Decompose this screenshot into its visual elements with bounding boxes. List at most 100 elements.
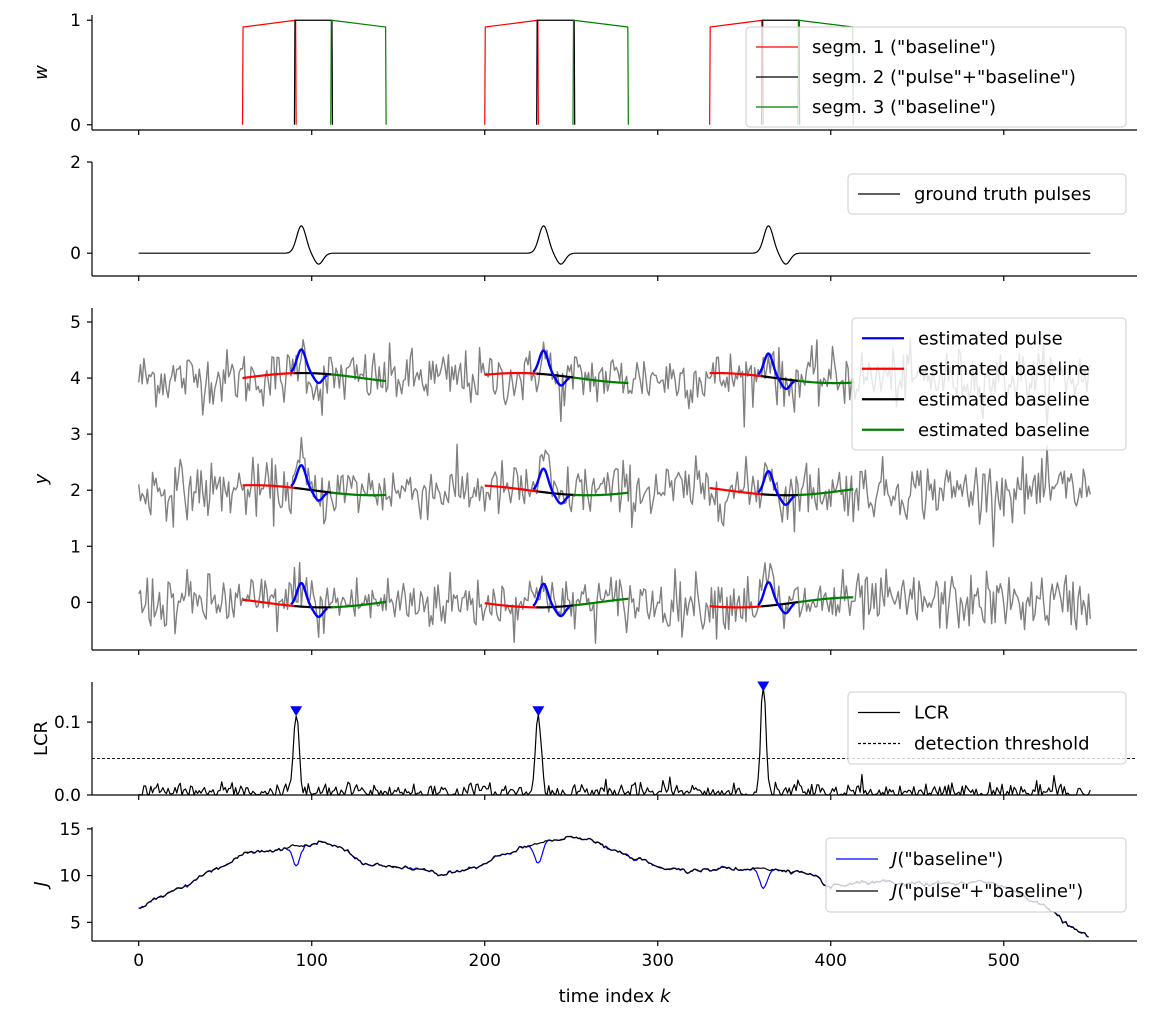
estimated-baseline-black xyxy=(294,604,333,609)
estimated-pulse xyxy=(757,352,795,391)
estimated-baseline-green xyxy=(330,373,387,383)
estimated-pulse xyxy=(290,581,328,619)
panel-cost: 5 10 15 0 100 200 300 400 500 J J("baseline") J("pu… xyxy=(31,820,1137,1007)
estimated-baseline-black xyxy=(536,490,575,497)
y-tick-label: 5 xyxy=(70,313,81,333)
legend: estimated pulse estimated baseline estimat… xyxy=(851,317,1127,451)
estimated-baseline-black xyxy=(761,600,800,608)
estimated-baseline-red xyxy=(709,371,764,378)
legend-label: segm. 2 ("pulse"+"baseline") xyxy=(812,67,1076,88)
panel-weights: 0 1 w segm. 1 ("baseline") segm. 2 ("pulse"+… xyxy=(31,11,1137,136)
legend: J("baseline") J("pulse"+"baseline") xyxy=(825,837,1127,913)
estimated-pulse xyxy=(532,582,571,618)
x-tick-label: 0 xyxy=(133,951,144,971)
legend: LCR detection threshold xyxy=(847,691,1127,765)
legend-label: estimated pulse xyxy=(918,328,1063,349)
estimated-baseline-red xyxy=(242,484,297,490)
estimated-baseline-black xyxy=(294,486,333,494)
observation-trace xyxy=(138,562,1091,644)
estimated-baseline-green xyxy=(572,597,629,607)
legend-frame xyxy=(851,317,1127,451)
legend-label: LCR xyxy=(914,703,949,724)
y-tick-label: 0 xyxy=(70,593,81,613)
estimated-baseline-red xyxy=(484,602,539,609)
observation-trace xyxy=(138,436,1091,548)
weight-window xyxy=(241,19,297,125)
y-tick-label: 10 xyxy=(59,867,81,887)
x-tick-label: 300 xyxy=(642,951,674,971)
y-tick-label: 0.0 xyxy=(54,786,81,806)
estimated-baseline-red xyxy=(242,598,297,608)
estimated-baseline-green xyxy=(797,379,854,385)
y-axis-label: J xyxy=(31,881,52,889)
y-tick-label: 5 xyxy=(70,913,81,933)
y-tick-label: 0 xyxy=(70,116,81,136)
y-axis-label: LCR xyxy=(31,721,52,756)
y-tick-label: 2 xyxy=(70,153,81,173)
y-tick-label: 2 xyxy=(70,481,81,501)
y-tick-label: 0 xyxy=(70,244,81,264)
ground-truth-line xyxy=(138,225,1091,265)
x-tick-label: 200 xyxy=(469,951,501,971)
weight-window xyxy=(484,19,539,125)
estimated-pulse xyxy=(532,467,571,505)
y-tick-label: 1 xyxy=(70,537,81,557)
estimated-baseline-red xyxy=(709,605,764,609)
y-axis-label: w xyxy=(31,65,52,80)
estimated-baseline-red xyxy=(242,372,297,380)
y-tick-label: 15 xyxy=(59,820,81,840)
legend-frame xyxy=(825,837,1127,913)
legend-label: segm. 1 ("baseline") xyxy=(812,37,996,58)
y-tick-label: 4 xyxy=(70,369,81,389)
y-tick-label: 0.1 xyxy=(54,713,81,733)
estimated-baseline-green xyxy=(797,488,854,497)
estimated-baseline-black xyxy=(761,375,800,383)
estimated-baseline-red xyxy=(484,371,539,376)
weight-window xyxy=(572,19,629,125)
estimated-baseline-black xyxy=(761,493,800,497)
estimated-baseline-green xyxy=(572,376,629,385)
x-tick-label: 400 xyxy=(815,951,847,971)
legend-label: estimated baseline xyxy=(918,359,1090,380)
estimated-pulse xyxy=(290,348,328,385)
x-tick-label: 500 xyxy=(988,951,1020,971)
weight-window xyxy=(536,19,576,125)
lcr-line xyxy=(138,686,1091,796)
estimated-baseline-black xyxy=(536,372,575,379)
panel-observations: 0 1 2 3 4 5 y estimated pulse estimated baseline… xyxy=(31,308,1137,655)
legend-frame xyxy=(847,173,1127,215)
legend-frame xyxy=(745,26,1127,128)
y-tick-label: 3 xyxy=(70,425,81,445)
estimated-baseline-green xyxy=(797,596,854,604)
legend-label: estimated baseline xyxy=(918,420,1090,441)
legend: ground truth pulses xyxy=(847,173,1127,215)
detection-marker xyxy=(290,706,303,717)
weight-window xyxy=(330,19,387,125)
estimated-pulse xyxy=(290,463,328,502)
estimated-baseline-black xyxy=(536,604,575,609)
y-tick-label: 1 xyxy=(70,11,81,31)
panel-ground-truth: 0 2 ground truth pulses xyxy=(70,153,1137,281)
detection-marker xyxy=(532,706,545,717)
legend-label: estimated baseline xyxy=(918,389,1090,410)
estimated-baseline-red xyxy=(484,484,539,493)
estimated-pulse xyxy=(532,349,571,387)
x-axis-label: time index k xyxy=(559,986,672,1007)
estimated-pulse xyxy=(757,580,796,615)
legend-label: ground truth pulses xyxy=(914,184,1091,205)
estimated-baseline-black xyxy=(294,371,333,376)
y-axis-label: y xyxy=(31,473,52,485)
legend-label: segm. 3 ("baseline") xyxy=(812,97,996,118)
weight-window xyxy=(293,19,334,125)
legend: segm. 1 ("baseline") segm. 2 ("pulse"+"ba… xyxy=(745,26,1127,128)
estimated-baseline-red xyxy=(709,486,764,496)
estimated-pulse xyxy=(757,469,796,506)
detection-marker xyxy=(757,681,770,692)
legend-label: J("pulse"+"baseline") xyxy=(889,881,1083,902)
estimated-baseline-green xyxy=(572,491,629,497)
legend-label: J("baseline") xyxy=(889,849,1003,870)
estimated-baseline-green xyxy=(330,491,387,497)
estimated-baseline-green xyxy=(330,600,387,609)
